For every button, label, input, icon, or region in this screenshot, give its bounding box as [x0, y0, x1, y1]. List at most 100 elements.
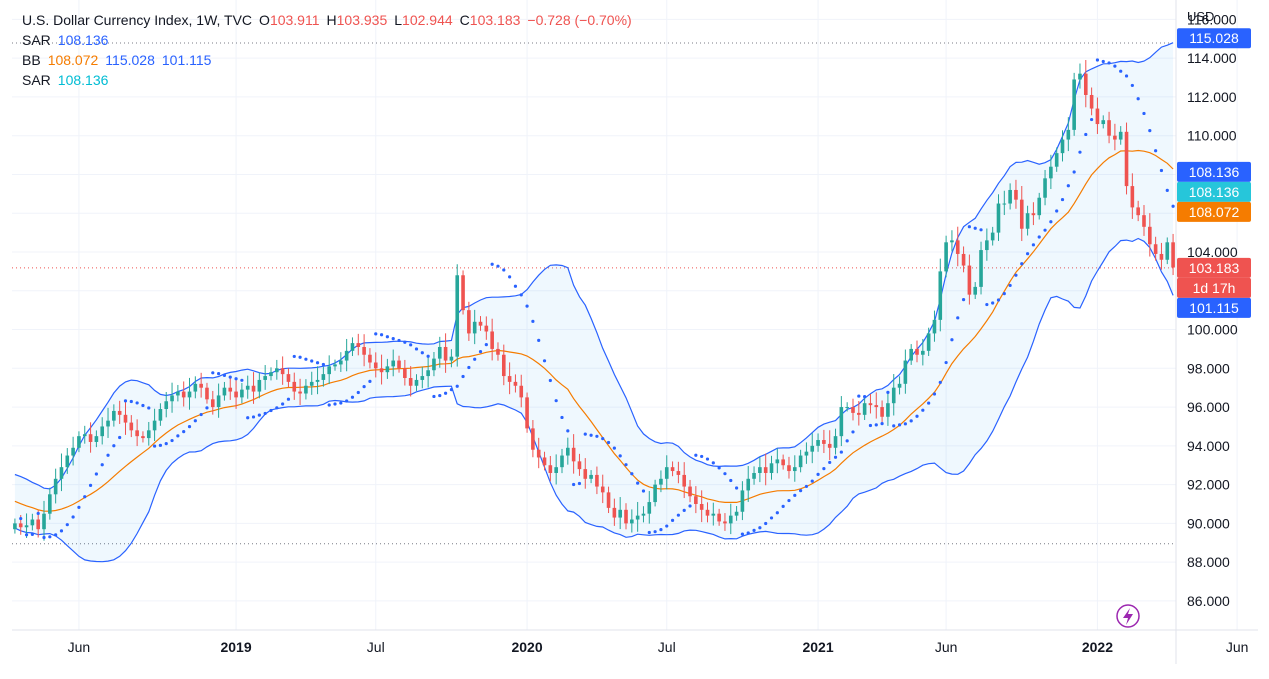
sar-dot [350, 395, 355, 399]
candle [1107, 111, 1111, 144]
candle [961, 246, 966, 273]
legend-sar2-row[interactable]: SAR 108.136 [22, 72, 109, 88]
sar-dot [746, 531, 750, 535]
sar-dot [758, 526, 762, 530]
candle [1136, 200, 1140, 222]
candle [455, 264, 460, 367]
sar-dot [321, 362, 325, 367]
candle-body [670, 467, 675, 472]
candle [624, 503, 628, 530]
candle-body [641, 513, 646, 516]
candle-body [781, 459, 785, 466]
candle-body [990, 232, 995, 241]
candle-body [455, 275, 460, 357]
sar-dot [1055, 209, 1059, 213]
candle [566, 437, 570, 465]
candle [146, 421, 151, 446]
candle [921, 338, 925, 366]
candle-body [408, 378, 413, 386]
sar-dot [1066, 184, 1070, 188]
candle-body [1171, 242, 1175, 268]
candle [833, 428, 838, 455]
lightning-bolt-icon[interactable] [1116, 604, 1140, 628]
sar-dot [624, 463, 628, 467]
candle-body [822, 440, 826, 444]
sar-dot [804, 484, 809, 489]
sar-dot [420, 351, 424, 355]
sar-dot [403, 340, 407, 344]
candle-body [851, 407, 855, 413]
close-value: 103.183 [469, 12, 521, 28]
time-tick-label: Jun [1226, 639, 1249, 655]
candle [490, 318, 494, 361]
candle [915, 340, 919, 363]
bollinger-bands [14, 42, 1174, 563]
sar-dot [822, 467, 826, 471]
candle [467, 301, 471, 341]
price-badge-bg [1177, 297, 1251, 318]
candle-body [577, 461, 582, 470]
candle [659, 470, 663, 493]
candle-body [339, 360, 343, 365]
price-badge-bg [1177, 201, 1251, 222]
candle-body [1130, 186, 1135, 208]
candle-body [298, 391, 302, 394]
sar-dot [1113, 64, 1117, 68]
candle-body [129, 422, 134, 431]
sar-dot [542, 359, 547, 363]
sar-dot [222, 373, 227, 378]
candle-body [525, 397, 529, 429]
sar-dot [1025, 252, 1030, 256]
candle-body [874, 405, 879, 408]
sar-dot [339, 401, 343, 405]
candle [600, 474, 605, 504]
candle [65, 448, 70, 474]
candle [583, 458, 588, 489]
sar-dot [618, 454, 622, 458]
candle-body [356, 343, 361, 347]
sar-dot [711, 461, 715, 465]
candle-body [257, 379, 262, 392]
candle [734, 506, 739, 521]
sar-dot [193, 419, 197, 423]
candle-body [955, 240, 960, 254]
sar-dot [833, 455, 838, 459]
candle-body [967, 265, 972, 295]
price-tick-label: 104.000 [1187, 244, 1238, 260]
candle-body [769, 463, 774, 473]
candle [158, 403, 163, 426]
sar-dot [345, 399, 349, 403]
candle [373, 352, 378, 378]
candle-body [1019, 199, 1024, 229]
sar-dot [513, 284, 518, 288]
sar-dot [315, 361, 320, 365]
candle [449, 349, 454, 368]
sar-dot [537, 338, 541, 342]
candle-body [467, 310, 471, 334]
legend-bb-row[interactable]: BB 108.072 115.028 101.115 [22, 52, 212, 68]
sar-dot [106, 453, 110, 457]
bollinger-basis-line [14, 149, 1174, 512]
candle-body [554, 467, 558, 473]
candle [589, 470, 593, 484]
bollinger-band-fill [14, 42, 1174, 562]
candle-body [123, 414, 128, 423]
legend-sar-row[interactable]: SAR 108.136 [22, 32, 109, 48]
candle-body [560, 455, 564, 468]
sar-dot [327, 403, 331, 407]
sar-dot [1148, 128, 1152, 133]
sar-dot [54, 533, 58, 537]
candle-body [321, 374, 326, 380]
candle-body [426, 370, 430, 377]
sar-dot [141, 403, 145, 408]
sar-dot [379, 333, 384, 337]
candle-body [932, 319, 937, 334]
candle [519, 374, 524, 408]
sar-dot [991, 301, 995, 305]
candle [874, 392, 879, 419]
candle-body [350, 343, 355, 351]
candle-body [210, 399, 215, 408]
sar-dot [985, 302, 989, 307]
